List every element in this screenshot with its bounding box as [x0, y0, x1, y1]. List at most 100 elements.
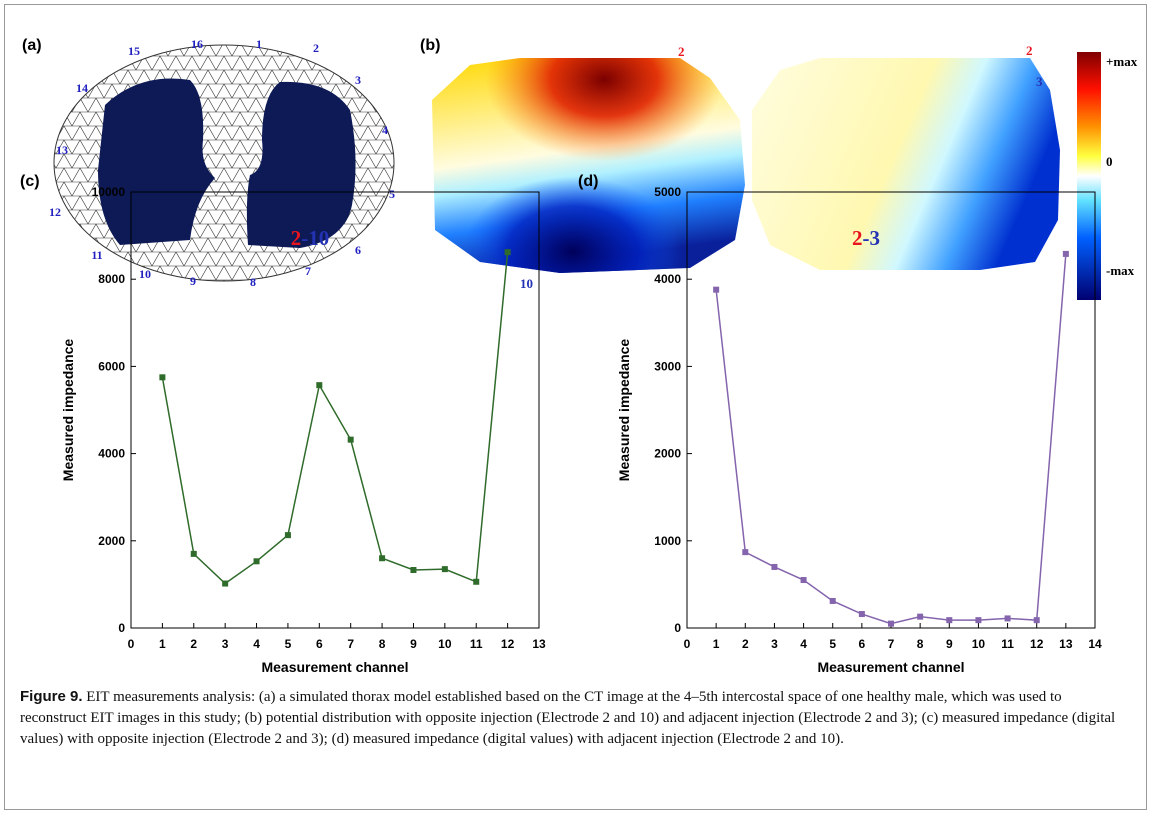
electrode-number: 14	[76, 81, 88, 95]
x-tick-label: 11	[1001, 637, 1014, 651]
data-point	[159, 374, 166, 381]
electrode-number: 1	[256, 37, 262, 51]
annotation-part: -3	[863, 226, 881, 250]
x-tick-label: 3	[771, 637, 778, 651]
electrode-number: 12	[49, 205, 61, 219]
electrode-number: 5	[389, 187, 395, 201]
data-point	[829, 597, 836, 604]
x-tick-label: 8	[917, 637, 924, 651]
x-tick-label: 12	[1030, 637, 1044, 651]
y-tick-label: 5000	[654, 185, 681, 199]
electrode-number: 13	[56, 143, 68, 157]
data-point	[410, 567, 417, 574]
electrode-number: 8	[250, 275, 256, 289]
x-axis-label: Measurement channel	[261, 659, 408, 675]
annotation: 2-10	[291, 226, 330, 250]
electrode-label: 2	[678, 44, 685, 59]
data-point	[946, 617, 953, 624]
x-tick-label: 7	[347, 637, 354, 651]
electrode-number: 3	[355, 73, 361, 87]
y-tick-label: 4000	[654, 272, 681, 286]
data-point	[771, 563, 778, 570]
x-axis-label: Measurement channel	[817, 659, 964, 675]
figure-frame	[4, 4, 1147, 810]
data-point	[441, 566, 448, 573]
y-axis-label: Measured impedance	[60, 339, 76, 482]
y-axis-label: Measured impedance	[616, 339, 632, 482]
data-point	[473, 578, 480, 585]
data-point	[504, 249, 511, 256]
y-tick-label: 2000	[654, 447, 681, 461]
annotation: 2-3	[852, 226, 880, 250]
lung-left	[98, 78, 215, 245]
electrode-number: 2	[313, 41, 319, 55]
x-tick-label: 1	[159, 637, 166, 651]
annotation-part: 2	[291, 226, 302, 250]
caption-lead: Figure 9.	[20, 688, 83, 705]
series-line	[161, 252, 509, 585]
x-tick-label: 12	[501, 637, 515, 651]
data-point	[347, 436, 354, 443]
x-tick-label: 4	[800, 637, 807, 651]
electrode-number: 7	[305, 264, 311, 278]
plot-frame	[130, 191, 540, 629]
x-tick-label: 14	[1088, 637, 1102, 651]
data-point	[800, 577, 807, 584]
x-tick-label: 11	[470, 637, 483, 651]
x-tick-label: 13	[532, 637, 546, 651]
electrode-number: 11	[91, 248, 102, 262]
x-tick-label: 4	[253, 637, 260, 651]
x-tick-label: 1	[713, 637, 720, 651]
data-point	[1004, 615, 1011, 622]
potential-map-adjacent	[752, 58, 1060, 270]
y-tick-label: 8000	[98, 272, 125, 286]
data-point	[253, 558, 260, 565]
data-point	[316, 382, 323, 389]
potential-negative	[432, 58, 745, 273]
x-tick-label: 10	[438, 637, 452, 651]
data-point	[742, 549, 749, 556]
x-tick-label: 0	[128, 637, 135, 651]
panel-label: (b)	[420, 37, 440, 54]
series-line	[715, 253, 1067, 625]
x-tick-label: 6	[859, 637, 866, 651]
y-tick-label: 4000	[98, 447, 125, 461]
data-point	[379, 555, 386, 562]
caption-text: EIT measurements analysis: (a) a simulat…	[20, 689, 1116, 747]
data-point	[888, 620, 894, 627]
y-tick-label: 6000	[98, 359, 125, 373]
y-tick-label: 2000	[98, 534, 125, 548]
colorbar-label: -max	[1106, 263, 1135, 278]
x-tick-label: 5	[285, 637, 292, 651]
data-point	[190, 550, 197, 557]
data-point	[858, 611, 865, 618]
electrode-number: 4	[382, 123, 388, 137]
y-tick-label: 0	[674, 621, 681, 635]
x-tick-label: 9	[946, 637, 953, 651]
electrode-label: 3	[1036, 74, 1043, 89]
electrode-number: 10	[139, 267, 151, 281]
lung-right	[246, 81, 356, 248]
x-tick-label: 6	[316, 637, 323, 651]
electrode-label: 10	[520, 276, 533, 291]
data-point	[284, 532, 291, 539]
x-tick-label: 3	[222, 637, 229, 651]
data-point	[1033, 617, 1040, 624]
y-tick-label: 3000	[654, 359, 681, 373]
annotation-part: -10	[301, 226, 329, 250]
x-tick-label: 9	[410, 637, 417, 651]
panel-label: (d)	[578, 173, 598, 190]
electrode-number: 6	[355, 243, 361, 257]
data-point	[917, 613, 924, 620]
electrode-number: 16	[191, 37, 203, 51]
data-point	[975, 617, 982, 624]
y-tick-label: 10000	[92, 185, 126, 199]
colorbar-label: +max	[1106, 54, 1138, 69]
x-tick-label: 5	[829, 637, 836, 651]
annotation-part: 2	[852, 226, 863, 250]
x-tick-label: 13	[1059, 637, 1073, 651]
x-tick-label: 0	[684, 637, 691, 651]
data-point	[222, 580, 229, 587]
